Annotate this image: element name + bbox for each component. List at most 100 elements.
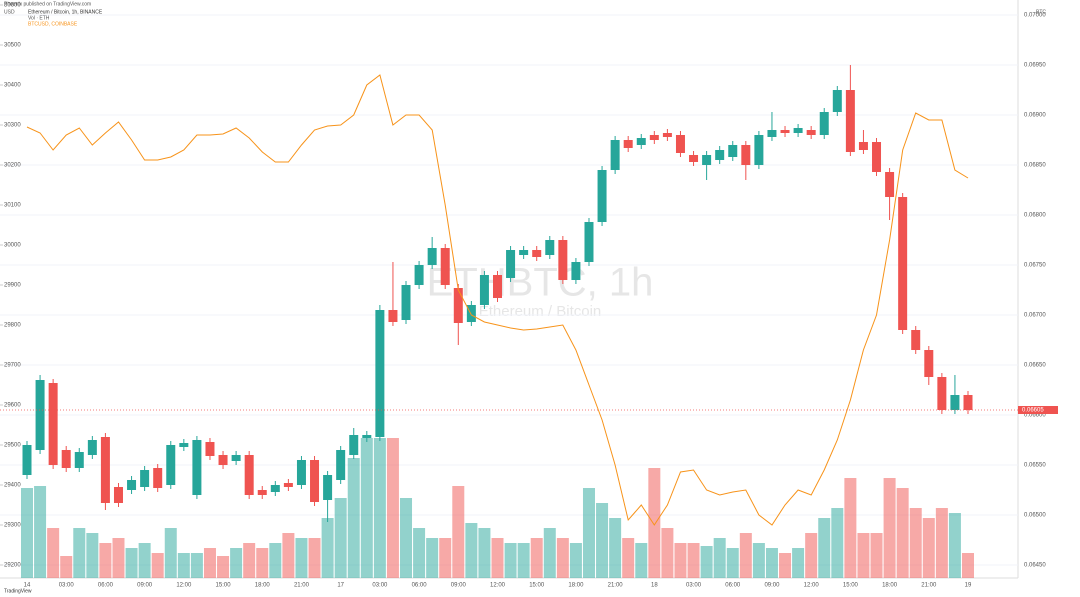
watermark-sub: Ethereum / Bitcoin [479, 303, 602, 320]
candle-body [675, 135, 685, 153]
volume-bar [909, 508, 922, 578]
candle-body [780, 130, 790, 133]
candle-body [937, 377, 947, 410]
volume-bar [256, 548, 269, 578]
candle-body [754, 135, 764, 165]
candle-body [310, 460, 320, 502]
y-tick-label: 0.06800 [1024, 213, 1046, 219]
candle-body [924, 350, 934, 377]
y-tick-label: 0.07000 [1024, 13, 1046, 19]
candle-body [140, 470, 150, 487]
candle-body [414, 265, 424, 285]
volume-bar [86, 533, 99, 578]
volume-bar [190, 553, 203, 578]
volume-bar [452, 486, 465, 578]
candle-body [257, 490, 267, 495]
candle-body [453, 288, 463, 323]
volume-bar [491, 538, 504, 578]
volume-bar [308, 538, 321, 578]
y-axis-label: BTC [1036, 9, 1046, 15]
x-tick-label: 21:00 [608, 583, 624, 589]
y-tick-label: 0.06950 [1024, 63, 1046, 69]
volume-bar [818, 518, 831, 578]
volume-bar [465, 523, 478, 578]
x-tick-label: 18:00 [568, 583, 584, 589]
volume-bar [73, 528, 86, 578]
y2-tick-label: 29400 [4, 483, 21, 489]
volume-bar [726, 548, 739, 578]
y-tick-label: 0.06900 [1024, 113, 1046, 119]
x-tick-label: 15:00 [529, 583, 545, 589]
x-tick-label: 15:00 [216, 583, 232, 589]
x-tick-label: 09:00 [451, 583, 467, 589]
volume-bar [400, 498, 413, 578]
volume-bar [373, 438, 386, 578]
volume-bar [556, 538, 569, 578]
volume-bar [99, 543, 112, 578]
candle-body [218, 455, 228, 465]
candle-body [636, 138, 646, 145]
y2-tick-label: 30300 [4, 123, 21, 129]
chart-title: Ethereum / Bitcoin, 1h, BINANCE [28, 9, 103, 15]
volume-bar [870, 533, 883, 578]
y2-tick-label: 29300 [4, 523, 21, 529]
volume-bar [674, 543, 687, 578]
candle-body [885, 172, 895, 197]
volume-bar [543, 528, 556, 578]
last-price-label: 0.06605 [1022, 408, 1044, 414]
volume-bar [478, 528, 491, 578]
volume-bar [713, 538, 726, 578]
candle-body [689, 155, 699, 162]
volume-bar [334, 498, 347, 578]
x-tick-label: 17 [337, 583, 344, 589]
x-tick-label: 06:00 [412, 583, 428, 589]
candle-body [872, 142, 882, 172]
volume-bar [569, 543, 582, 578]
y2-tick-label: 30600 [4, 3, 21, 9]
volume-bar [700, 546, 713, 578]
volume-bar [752, 543, 765, 578]
candle-body [427, 248, 437, 265]
x-tick-label: 21:00 [294, 583, 310, 589]
volume-bar [295, 538, 308, 578]
candle-body [74, 452, 84, 468]
volume-bar [164, 528, 177, 578]
y-tick-label: 0.06550 [1024, 463, 1046, 469]
volume-bar [962, 553, 974, 578]
candle-body [767, 130, 777, 137]
x-tick-label: 19 [965, 583, 972, 589]
volume-bar [765, 548, 778, 578]
last-price-tag [1018, 406, 1058, 414]
candle-body [584, 222, 594, 262]
volume-bar [805, 533, 818, 578]
brand: TradingView [4, 588, 32, 594]
y2-axis-label: USD [4, 9, 15, 15]
candle-body [506, 250, 516, 278]
volume-bar [347, 458, 360, 578]
candle-body [728, 145, 738, 157]
volume-bar [177, 553, 190, 578]
volume-bar [739, 533, 752, 578]
candle-body [127, 480, 137, 490]
x-tick-label: 14 [24, 583, 31, 589]
candle-body [100, 437, 110, 503]
volume-bar [504, 543, 517, 578]
x-tick-label: 18 [651, 583, 658, 589]
candle-body [545, 240, 555, 255]
volume-bar [896, 488, 909, 578]
candle-body [610, 140, 620, 170]
y2-tick-label: 29200 [4, 563, 21, 569]
y-tick-label: 0.06500 [1024, 513, 1046, 519]
volume-bar [622, 538, 635, 578]
volume-bar [687, 543, 700, 578]
y2-tick-label: 30500 [4, 43, 21, 49]
x-tick-label: 18:00 [255, 583, 271, 589]
volume-bar [360, 438, 373, 578]
y2-tick-label: 29600 [4, 403, 21, 409]
volume-bar [779, 553, 792, 578]
candle-body [479, 275, 489, 305]
volume-bar [243, 543, 256, 578]
volume-bar [935, 508, 948, 578]
candle-body [806, 130, 816, 135]
volume-bar [582, 488, 595, 578]
